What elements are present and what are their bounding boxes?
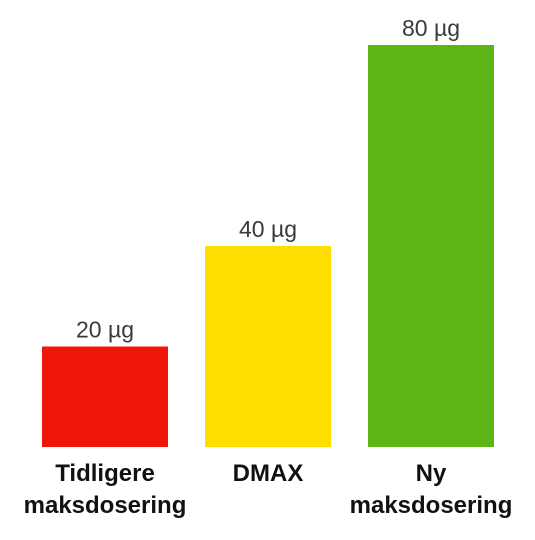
bar	[205, 246, 331, 447]
bar	[42, 346, 168, 447]
value-label: 20 µg	[76, 317, 134, 343]
value-label: 80 µg	[402, 15, 460, 41]
value-label: 40 µg	[239, 216, 297, 242]
bar	[368, 45, 494, 447]
category-label: Tidligere maksdosering	[23, 460, 187, 519]
category-label: Ny maksdosering	[349, 460, 513, 519]
category-label: DMAX	[232, 460, 304, 487]
